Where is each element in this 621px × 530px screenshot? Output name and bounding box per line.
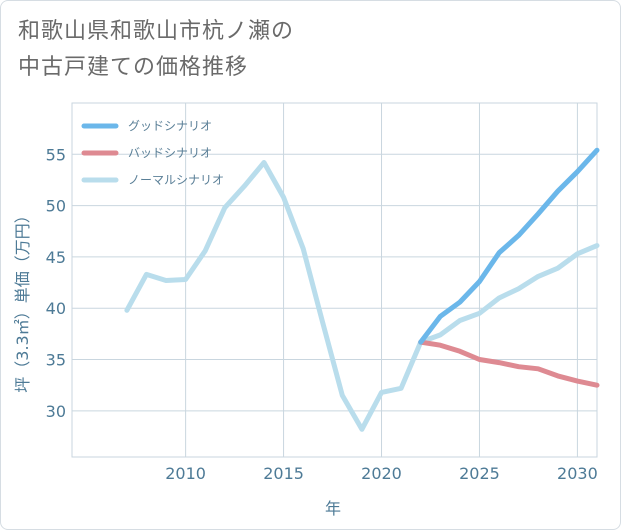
series-line-normal xyxy=(124,160,600,432)
legend-label: ノーマルシナリオ xyxy=(128,173,224,187)
y-tick-label: 40 xyxy=(46,299,66,318)
series-lines xyxy=(124,147,600,432)
x-tick-label: 2010 xyxy=(165,464,206,483)
series-line-bad xyxy=(418,339,600,388)
legend-label: バッドシナリオ xyxy=(128,146,212,160)
y-tick-label: 50 xyxy=(46,197,66,216)
x-axis-label: 年 xyxy=(325,499,341,518)
y-axis-label: 坪（3.3㎡）単価（万円） xyxy=(13,207,32,392)
y-tick-label: 45 xyxy=(46,248,66,267)
x-tick-label: 2030 xyxy=(557,464,598,483)
tick-labels: 2010 2015 2020 2025 2030 30 35 40 45 50 55 xyxy=(46,145,598,483)
legend-label: グッドシナリオ xyxy=(128,119,212,133)
chart-title: 和歌山県和歌山市杭ノ瀬の 中古戸建ての価格推移 xyxy=(18,14,294,86)
chart-title-line-2: 中古戸建ての価格推移 xyxy=(18,55,249,80)
x-tick-label: 2020 xyxy=(361,464,402,483)
x-tick-label: 2025 xyxy=(459,464,500,483)
plot-frame xyxy=(71,102,598,458)
x-tick-label: 2015 xyxy=(263,464,304,483)
series-line-good xyxy=(418,147,600,345)
chart-title-line-1: 和歌山県和歌山市杭ノ瀬の xyxy=(18,19,295,44)
y-tick-label: 55 xyxy=(46,145,66,164)
y-tick-label: 30 xyxy=(46,402,66,421)
y-tick-label: 35 xyxy=(46,351,66,370)
